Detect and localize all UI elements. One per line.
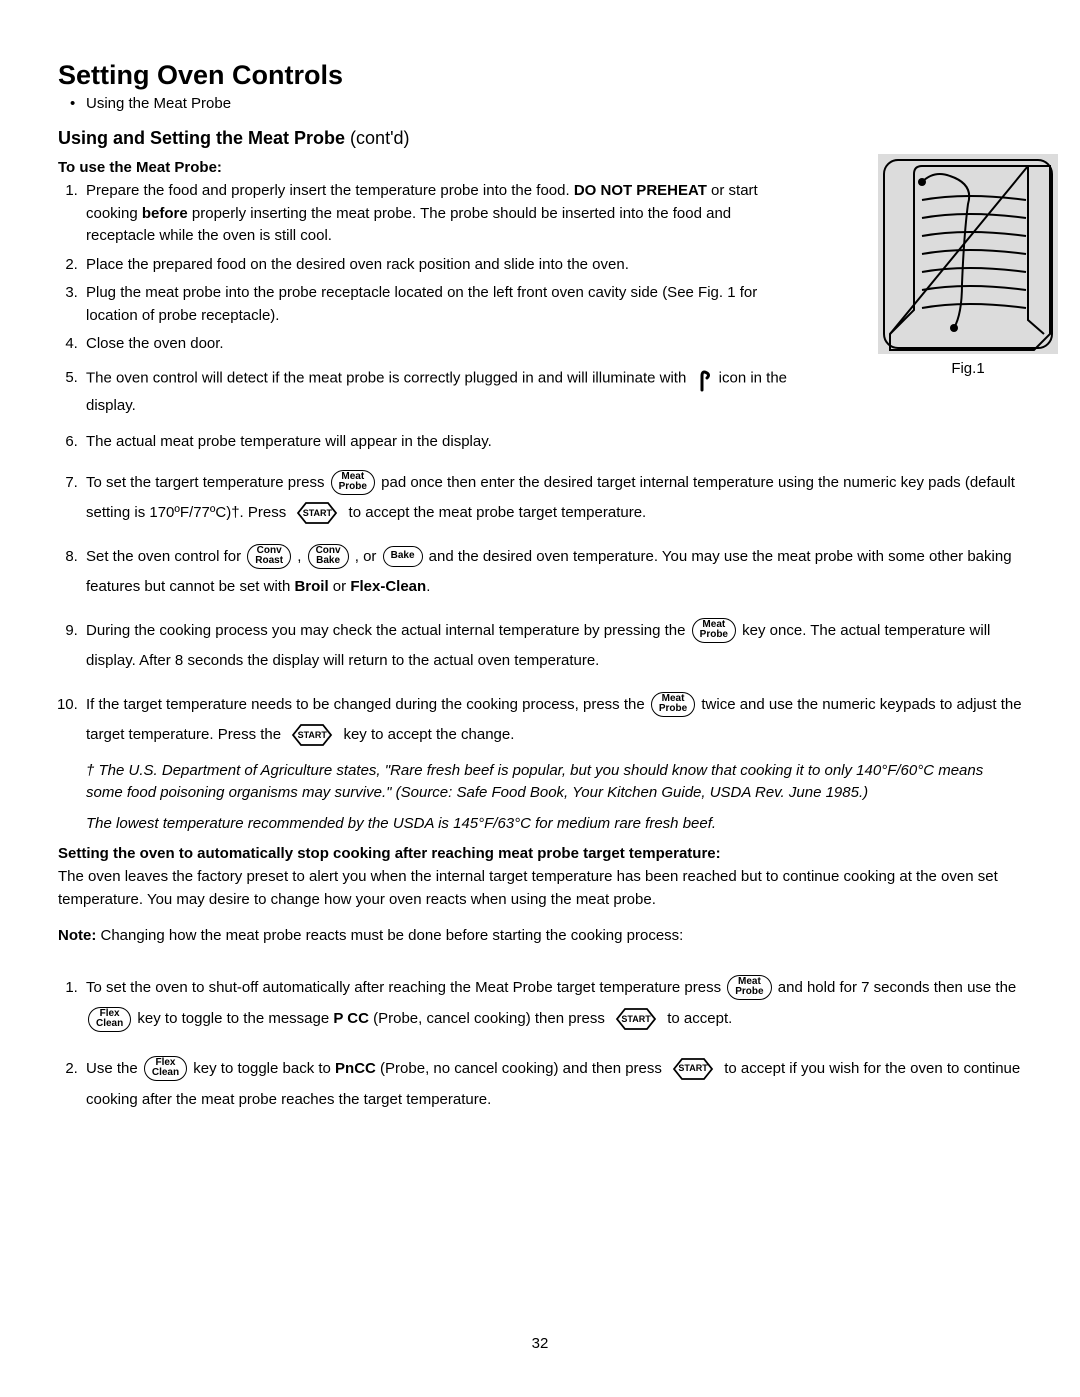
text: (Probe, no cancel cooking) and then pres… <box>376 1060 666 1077</box>
meat-probe-button-icon: MeatProbe <box>331 470 375 495</box>
breadcrumb: Using the Meat Probe <box>58 95 1022 112</box>
section-title-text: Using and Setting the Meat Probe <box>58 128 345 148</box>
text: To set the targert temperature press <box>86 474 329 491</box>
text: key to accept the change. <box>343 726 514 743</box>
text-bold: Broil <box>294 578 328 595</box>
text: (Probe, cancel cooking) then press <box>369 1010 609 1027</box>
step-10: If the target temperature needs to be ch… <box>82 690 1022 750</box>
conv-roast-button-icon: ConvRoast <box>247 544 291 569</box>
oven-diagram-icon <box>878 154 1058 354</box>
auto-step-1: To set the oven to shut-off automaticall… <box>82 972 1022 1035</box>
page: Setting Oven Controls Using the Meat Pro… <box>0 0 1080 1380</box>
probe-icon <box>693 362 711 395</box>
paragraph-note: Note: Changing how the meat probe reacts… <box>58 925 1022 948</box>
step-9: During the cooking process you may check… <box>82 616 1022 676</box>
text: During the cooking process you may check… <box>86 622 690 639</box>
text-bold: PnCC <box>335 1060 376 1077</box>
usda-note-2: The lowest temperature recommended by th… <box>58 813 1022 836</box>
conv-bake-button-icon: ConvBake <box>308 544 349 569</box>
steps-list-2: To set the oven to shut-off automaticall… <box>58 972 1022 1116</box>
step-6: The actual meat probe temperature will a… <box>82 431 1022 454</box>
page-title: Setting Oven Controls <box>58 60 1022 91</box>
sub-title-auto-stop: Setting the oven to automatically stop c… <box>58 845 1022 862</box>
text: . <box>426 578 430 595</box>
text: or <box>329 578 351 595</box>
text: and hold for 7 seconds then use the <box>778 979 1017 996</box>
text: key to toggle back to <box>193 1060 335 1077</box>
text: To set the oven to shut-off automaticall… <box>86 979 725 996</box>
figure-caption: Fig.1 <box>878 360 1058 377</box>
bake-button-icon: Bake <box>383 546 423 567</box>
step-7: To set the targert temperature press Mea… <box>82 468 1022 528</box>
note-label: Note: <box>58 927 96 944</box>
text: If the target temperature needs to be ch… <box>86 696 649 713</box>
text-bold: P CC <box>333 1010 369 1027</box>
start-button-icon: START <box>611 1008 661 1030</box>
start-button-icon: START <box>292 502 342 524</box>
text-bold: DO NOT PREHEAT <box>574 182 707 199</box>
meat-probe-button-icon: MeatProbe <box>727 975 771 1000</box>
text-bold: before <box>142 205 188 222</box>
start-button-icon: START <box>287 724 337 746</box>
text: Use the <box>86 1060 142 1077</box>
text: to accept. <box>667 1010 732 1027</box>
usda-note-1: † The U.S. Department of Agriculture sta… <box>58 760 1022 805</box>
page-number: 32 <box>0 1335 1080 1352</box>
flex-clean-button-icon: FlexClean <box>144 1056 187 1081</box>
text: Prepare the food and properly insert the… <box>86 182 574 199</box>
section-title: Using and Setting the Meat Probe (cont'd… <box>58 128 1022 149</box>
text: , or <box>355 548 381 565</box>
flex-clean-button-icon: FlexClean <box>88 1007 131 1032</box>
text: The oven control will detect if the meat… <box>86 369 690 386</box>
start-button-icon: START <box>668 1058 718 1080</box>
text-bold: Flex-Clean <box>350 578 426 595</box>
step-8: Set the oven control for ConvRoast , Con… <box>82 542 1022 602</box>
section-contd: (cont'd) <box>350 128 409 148</box>
meat-probe-button-icon: MeatProbe <box>692 618 736 643</box>
text: to accept the meat probe target temperat… <box>349 504 647 521</box>
paragraph-factory-preset: The oven leaves the factory preset to al… <box>58 866 1022 911</box>
text: key to toggle to the message <box>137 1010 333 1027</box>
text: Changing how the meat probe reacts must … <box>96 927 683 944</box>
meat-probe-button-icon: MeatProbe <box>651 692 695 717</box>
text: Set the oven control for <box>86 548 245 565</box>
figure-1: Fig.1 <box>878 154 1058 377</box>
text: , <box>297 548 305 565</box>
auto-step-2: Use the FlexClean key to toggle back to … <box>82 1053 1022 1116</box>
